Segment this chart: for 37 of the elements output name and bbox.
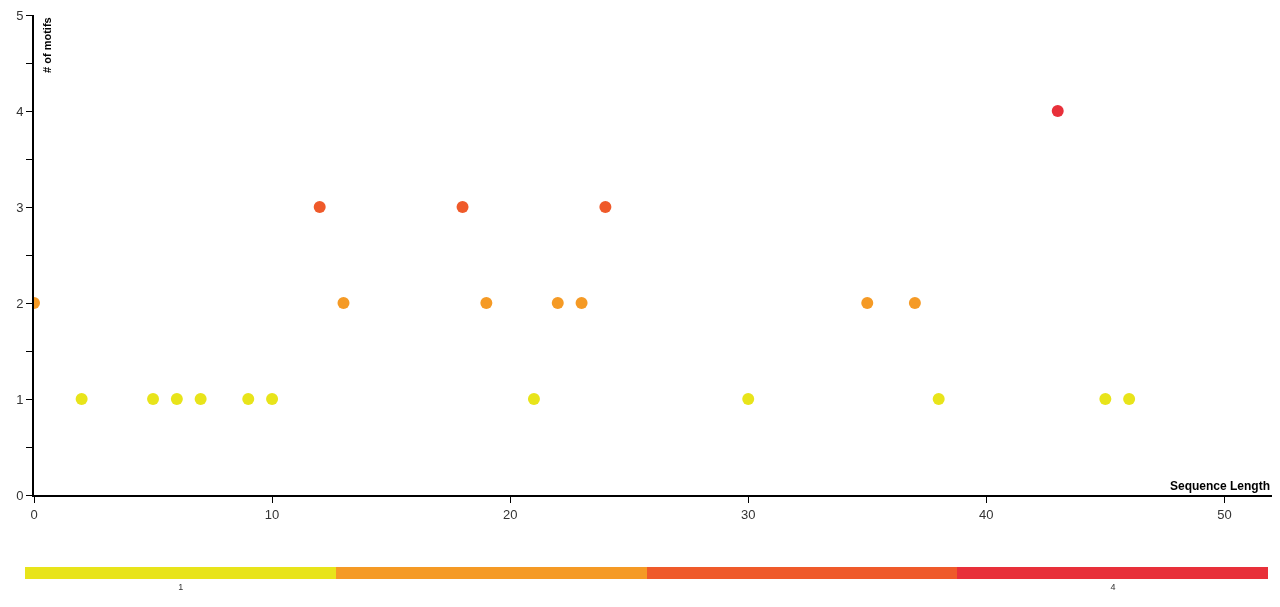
point <box>313 201 326 213</box>
y-tick-label: 0 <box>16 487 24 503</box>
y-tick-label: 5 <box>16 7 24 23</box>
point <box>908 297 921 309</box>
y-tick-label: 4 <box>16 103 24 119</box>
y-tick-label: 1 <box>16 391 24 407</box>
point <box>337 297 350 309</box>
point <box>266 393 279 405</box>
point <box>242 393 255 405</box>
point <box>1123 393 1136 405</box>
point <box>170 393 183 405</box>
color-bar-label: 1 <box>178 582 184 593</box>
point <box>147 393 160 405</box>
point <box>527 393 540 405</box>
y-tick-label: 3 <box>16 199 24 215</box>
point <box>1051 105 1064 117</box>
x-tick-label: 50 <box>1217 506 1232 522</box>
point <box>742 393 755 405</box>
color-bar-label: 4 <box>1110 582 1116 593</box>
point <box>1099 393 1112 405</box>
x-tick-label: 30 <box>741 506 756 522</box>
point <box>480 297 493 309</box>
point <box>932 393 945 405</box>
x-axis-title: Sequence Length <box>1170 479 1271 493</box>
y-tick-label: 2 <box>16 295 24 311</box>
point <box>75 393 88 405</box>
y-axis-title: # of motifs <box>40 17 53 73</box>
point <box>456 201 469 213</box>
x-tick-label: 0 <box>30 506 38 522</box>
point <box>861 297 874 309</box>
x-tick-label: 20 <box>502 506 518 522</box>
x-tick-label: 40 <box>979 506 994 522</box>
point <box>599 201 612 213</box>
point <box>575 297 588 309</box>
point <box>194 393 207 405</box>
point <box>551 297 564 309</box>
x-tick-label: 10 <box>264 506 280 522</box>
